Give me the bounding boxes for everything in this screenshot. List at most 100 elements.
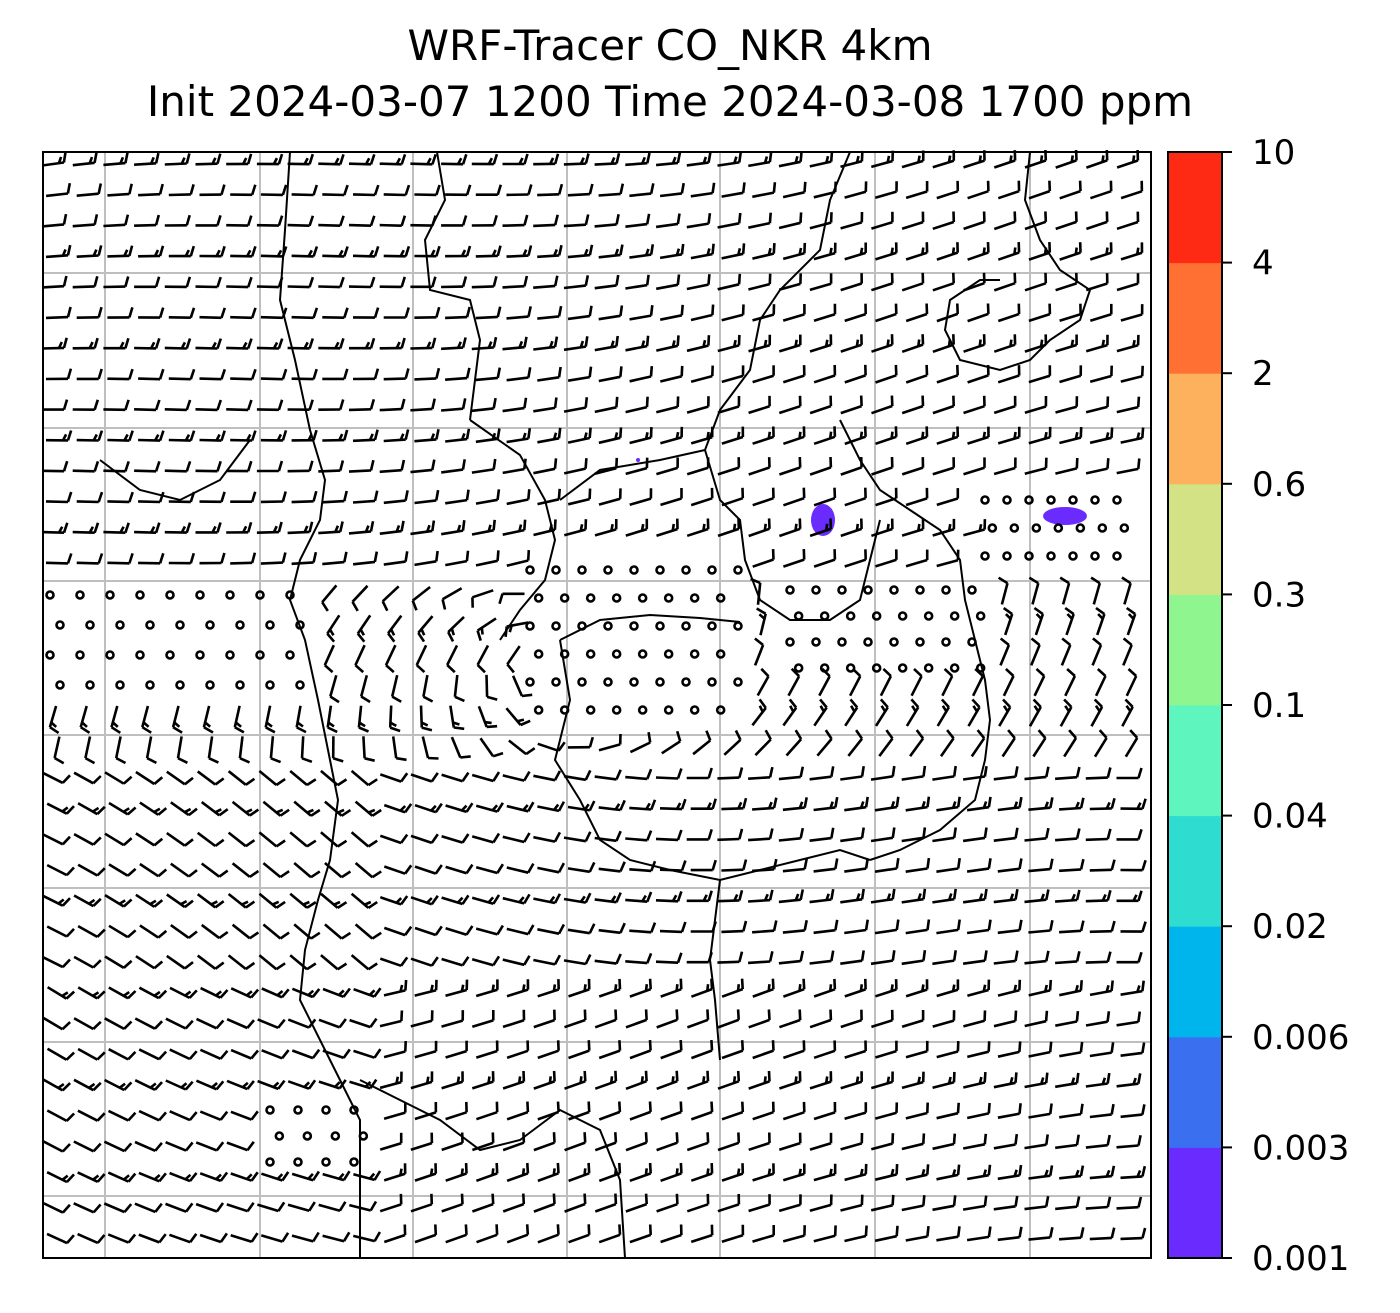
wind-barb <box>778 273 802 291</box>
wind-barb <box>659 921 687 934</box>
wind-barb <box>1059 576 1071 605</box>
wind-barb <box>1120 1104 1146 1119</box>
wind-barb <box>256 399 284 412</box>
wind-barb <box>564 1009 587 1029</box>
wind-barb <box>1095 606 1106 636</box>
wind-barb <box>748 334 772 353</box>
calm-marker <box>585 593 596 603</box>
wind-barb <box>690 1224 714 1244</box>
wind-barb <box>721 426 745 445</box>
wind-barb <box>258 954 286 971</box>
wind-barb <box>533 1070 556 1090</box>
wind-barb <box>485 674 498 701</box>
wind-barb <box>901 395 925 415</box>
wind-barb <box>813 919 839 935</box>
wind-barb <box>782 698 798 727</box>
wind-barb <box>1116 951 1143 964</box>
wind-barb <box>410 772 439 783</box>
wind-barb <box>778 456 802 476</box>
wind-barb <box>291 490 318 504</box>
wind-barb <box>46 1109 76 1123</box>
wind-barb <box>748 518 771 538</box>
wind-barb <box>42 1016 71 1031</box>
wind-barb <box>471 214 498 227</box>
wind-barb <box>320 892 348 909</box>
wind-barb <box>1121 576 1132 605</box>
wind-barb <box>782 426 806 446</box>
wind-barb <box>134 1202 163 1214</box>
wind-barb <box>471 275 498 289</box>
wind-barb <box>107 307 134 319</box>
wind-barb <box>471 1132 495 1152</box>
wind-barb <box>598 244 624 259</box>
wind-barb <box>202 705 214 734</box>
wind-barb <box>966 1226 992 1242</box>
wind-barb <box>73 1140 102 1153</box>
wind-barb <box>318 460 345 473</box>
wind-barb <box>410 1193 434 1213</box>
wind-barb <box>506 1162 530 1183</box>
wind-barb <box>717 518 741 538</box>
wind-barb <box>322 1231 351 1243</box>
calm-marker <box>577 565 587 575</box>
wind-barb <box>256 215 284 227</box>
wind-barb <box>778 151 803 168</box>
wind-barb <box>1064 606 1075 636</box>
wind-barb <box>901 457 925 476</box>
wind-barb <box>379 520 405 535</box>
wind-barb <box>103 276 130 289</box>
wind-barb <box>414 306 441 319</box>
wind-barb <box>1024 395 1048 414</box>
wind-barb <box>901 334 925 354</box>
wind-barb <box>721 1163 745 1182</box>
wind-barb <box>165 1202 194 1213</box>
colorbar-segment <box>1168 594 1222 706</box>
wind-barb <box>1055 334 1078 353</box>
wind-barb <box>721 920 748 934</box>
wind-barb <box>905 857 931 873</box>
wind-barb <box>511 675 533 698</box>
wind-barb <box>165 1079 194 1091</box>
wind-barb <box>813 858 839 873</box>
wind-barb <box>1033 667 1046 697</box>
wind-barb <box>748 766 774 780</box>
wind-barb <box>446 644 459 674</box>
calm-marker <box>165 650 175 660</box>
wind-barb <box>379 833 409 845</box>
wind-barb <box>567 366 593 382</box>
wind-barb <box>506 367 532 382</box>
wind-barb <box>134 214 161 227</box>
wind-barb <box>717 334 741 353</box>
wind-barb <box>782 1101 806 1121</box>
wind-barb <box>108 1048 137 1061</box>
wind-barb <box>287 521 314 535</box>
calm-marker <box>980 495 990 505</box>
wind-barb <box>690 859 717 872</box>
wind-barb <box>778 1132 802 1151</box>
wind-barb <box>76 306 103 319</box>
wind-barb <box>844 364 867 384</box>
wind-barb <box>1089 859 1116 872</box>
wind-barb <box>840 518 863 538</box>
wind-barb <box>45 491 73 504</box>
calm-marker <box>255 650 265 660</box>
wind-barb <box>533 397 558 413</box>
wind-barb <box>563 892 592 904</box>
wind-barb <box>993 1072 1018 1089</box>
wind-barb <box>164 460 192 473</box>
wind-barb <box>318 338 345 350</box>
wind-barb <box>77 802 106 816</box>
wind-barb <box>166 770 194 786</box>
wind-barb <box>748 828 774 842</box>
wind-barb <box>655 829 683 842</box>
calm-marker <box>135 590 145 600</box>
wind-barb <box>352 429 379 443</box>
calm-marker <box>235 620 245 630</box>
wind-barb <box>1120 304 1144 322</box>
wind-barb <box>169 1171 198 1183</box>
wind-barb <box>200 986 229 999</box>
wind-barb <box>533 954 562 966</box>
colorbar-segment <box>1168 152 1222 264</box>
wind-barb <box>752 243 776 260</box>
wind-barb <box>77 1232 106 1245</box>
